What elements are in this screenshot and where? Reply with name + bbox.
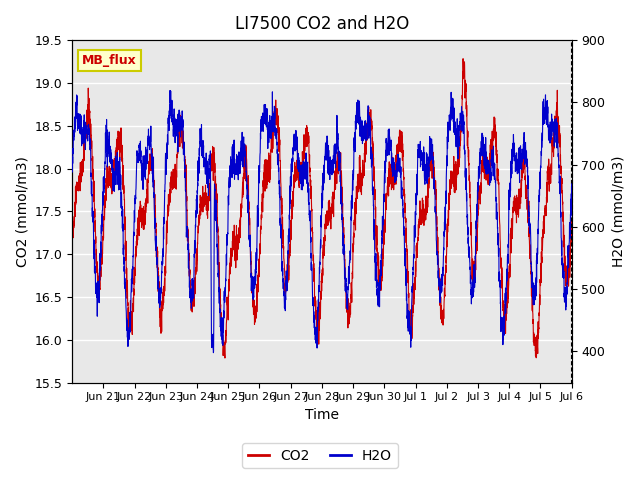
Title: LI7500 CO2 and H2O: LI7500 CO2 and H2O (235, 15, 409, 33)
Y-axis label: H2O (mmol/m3): H2O (mmol/m3) (611, 156, 625, 267)
Legend: CO2, H2O: CO2, H2O (243, 443, 397, 468)
Y-axis label: CO2 (mmol/m3): CO2 (mmol/m3) (15, 156, 29, 267)
Text: MB_flux: MB_flux (82, 54, 137, 67)
X-axis label: Time: Time (305, 408, 339, 422)
